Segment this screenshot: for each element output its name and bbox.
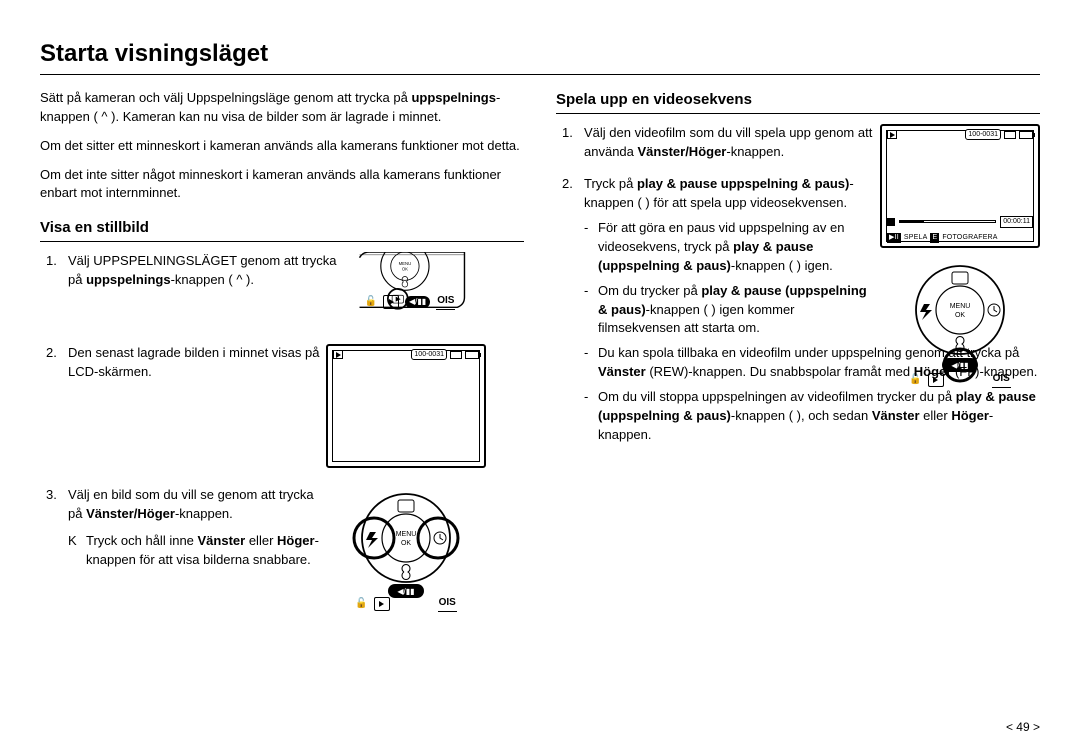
tip-a: Tryck och håll inne (86, 533, 198, 548)
svg-text:MENU: MENU (950, 303, 971, 310)
left-step-1: 1. Välj UPPSPELNINGSLÄGET genom att tryc… (68, 252, 524, 330)
rs3d: Höger (914, 364, 952, 379)
s1c: -knappen ( ^ ). (171, 272, 254, 287)
left-step-2: 2. Den senast lagrade bilden i minnet vi… (68, 344, 524, 468)
right-step-1: 1. Välj den videofilm som du vill spela … (584, 124, 876, 162)
figure-dial-lr: MENU OK (326, 486, 486, 614)
left-section-title: Visa en stillbild (40, 217, 524, 239)
step-number: 2. (562, 175, 573, 194)
rs3c: (REW)-knappen. Du snabbspolar framåt med (646, 364, 914, 379)
right-sub2: Om du trycker på play & pause (uppspelni… (584, 282, 876, 339)
r1c: -knappen. (726, 144, 784, 159)
right-section-divider (556, 113, 1040, 114)
intro-p3: Om det inte sitter något minneskort i ka… (40, 166, 524, 204)
page-title: Starta visningsläget (40, 40, 1040, 68)
svg-text:MENU: MENU (399, 261, 412, 266)
right-section-title: Spela upp en videosekvens (556, 89, 1040, 111)
step-number: 1. (562, 124, 573, 143)
s2: Den senast lagrade bilden i minnet visas… (68, 345, 319, 379)
tip-b: Vänster (198, 533, 246, 548)
s1b: uppspelnings (86, 272, 171, 287)
card-icon (450, 351, 462, 359)
s3b: Vänster/Höger (86, 506, 175, 521)
svg-text:MENU: MENU (396, 531, 417, 538)
intro-p1b: uppspelnings (411, 90, 496, 105)
two-column-layout: Sätt på kameran och välj Uppspelningsläg… (40, 89, 1040, 628)
file-counter: 100-0031 (965, 129, 1001, 140)
svg-text:OK: OK (401, 540, 411, 547)
step-number: 1. (46, 252, 57, 271)
intro-p2: Om det sitter ett minneskort i kameran a… (40, 137, 524, 156)
r2a: Tryck på (584, 176, 637, 191)
battery-icon (465, 351, 479, 359)
title-divider (40, 74, 1040, 75)
stop-icon (887, 218, 895, 226)
rs4e: eller (920, 408, 952, 423)
left-steps: 1. Välj UPPSPELNINGSLÄGET genom att tryc… (40, 252, 524, 614)
rs3e: (FF)-knappen. (951, 364, 1037, 379)
rs3b: Vänster (598, 364, 646, 379)
dial-lr-svg: MENU OK (326, 486, 486, 614)
r1b: Vänster/Höger (638, 144, 727, 159)
progress-bar (899, 220, 996, 223)
intro-block: Sätt på kameran och välj Uppspelningsläg… (40, 89, 524, 203)
lbl1: SPELA (904, 233, 928, 243)
ois-label: OIS (436, 294, 455, 310)
play-mini-icon (383, 295, 399, 309)
card-icon (1004, 131, 1016, 139)
svg-text:OK: OK (955, 312, 965, 319)
figure-lcd-still: 100-0031 (326, 344, 486, 468)
s3c: -knappen. (175, 506, 233, 521)
tip-c: eller (245, 533, 277, 548)
lock-icon: 🔓 (355, 597, 367, 612)
rs3a: Du kan spola tillbaka en videofilm under… (598, 345, 1019, 360)
right-column: Spela upp en videosekvens 100-0031 (556, 89, 1040, 628)
ois-label: OIS (438, 596, 457, 612)
key1: ▶II (887, 233, 901, 243)
page-number: < 49 > (1006, 720, 1040, 734)
play-indicator-icon (887, 130, 897, 139)
time-label: 00:00:11 (1000, 216, 1033, 228)
rs4c: -knappen ( ), och sedan (731, 408, 872, 423)
intro-p1a: Sätt på kameran och välj Uppspelningsläg… (40, 90, 411, 105)
key2: E (930, 233, 939, 243)
step-number: 2. (46, 344, 57, 363)
svg-text:◀/▮▮: ◀/▮▮ (397, 587, 414, 596)
intro-p1: Sätt på kameran och välj Uppspelningsläg… (40, 89, 524, 127)
right-step-2: 2. Tryck på play & pause uppspelning & p… (584, 175, 876, 444)
lock-icon: 🔓 (365, 295, 377, 310)
left-tip: K Tryck och håll inne Vänster eller Höge… (68, 532, 326, 570)
lcd-bottom-row: ▶II SPELA E FOTOGRAFERA (887, 233, 1033, 243)
left-column: Sätt på kameran och välj Uppspelningsläg… (40, 89, 524, 628)
rs2a: Om du trycker på (598, 283, 701, 298)
rs4f: Höger (951, 408, 989, 423)
left-section-divider (40, 241, 524, 242)
play-indicator-icon (333, 350, 343, 359)
figure-dial-crop: MENU OK 🔓 ◀/▮▮ OIS (338, 252, 486, 330)
tip-marker: K (68, 532, 77, 551)
right-sub1: För att göra en paus vid uppspelning av … (584, 219, 876, 276)
rs1c: -knappen ( ) igen. (731, 258, 833, 273)
playpause-icon: ◀/▮▮ (405, 296, 430, 308)
step-number: 3. (46, 486, 57, 505)
svg-text:OK: OK (402, 266, 408, 271)
tip-d: Höger (277, 533, 315, 548)
r2b: play & pause uppspelning & paus) (637, 176, 849, 191)
play-mini-icon (374, 597, 390, 611)
right-sub4: Om du vill stoppa uppspelningen av video… (584, 388, 1044, 445)
right-sub3: Du kan spola tillbaka en videofilm under… (584, 344, 1044, 382)
file-counter: 100-0031 (411, 349, 447, 360)
rs4a: Om du vill stoppa uppspelningen av video… (598, 389, 956, 404)
figure-lcd-video: 100-0031 00:00:11 ▶II SPELA E (880, 124, 1040, 248)
rs4d: Vänster (872, 408, 920, 423)
battery-icon (1019, 131, 1033, 139)
progress-row: 00:00:11 (887, 216, 1033, 228)
lbl2: FOTOGRAFERA (942, 233, 997, 243)
dial-crop-svg: MENU OK (338, 252, 486, 330)
right-steps: 1. Välj den videofilm som du vill spela … (556, 124, 876, 445)
left-step-3: 3. Välj en bild som du vill se genom att… (68, 486, 524, 614)
